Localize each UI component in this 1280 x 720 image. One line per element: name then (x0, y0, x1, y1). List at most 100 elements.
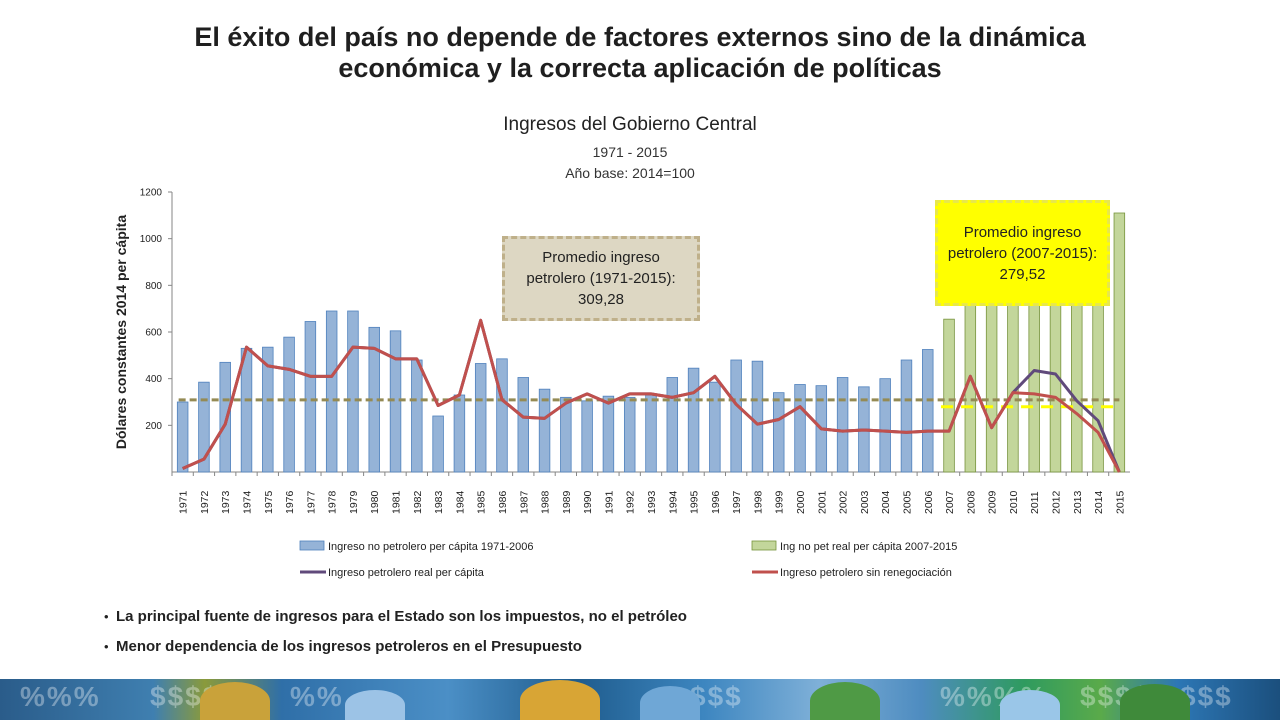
x-tick-label: 1985 (476, 490, 488, 514)
bar-ingreso-no-petrolero (304, 321, 317, 473)
y-tick-label: 1200 (140, 188, 163, 199)
bar-ingreso-no-petrolero (836, 377, 849, 473)
x-tick-label: 2012 (1050, 490, 1062, 514)
x-tick-label: 1975 (263, 490, 275, 514)
footer-symbol-text: %% (290, 681, 344, 712)
bar-ingreso-no-petrolero (453, 394, 466, 473)
x-tick-label: 2000 (795, 490, 807, 514)
x-tick-label: 2015 (1114, 490, 1126, 514)
x-tick-label: 1997 (731, 490, 743, 514)
bar-ingreso-no-petrolero (176, 401, 189, 473)
x-tick-label: 2010 (1008, 490, 1020, 514)
slide-title: El éxito del país no depende de factores… (120, 22, 1160, 84)
x-tick-label: 1981 (391, 490, 403, 514)
bar-ingreso-no-petrolero (773, 392, 785, 473)
bar-ingreso-no-petrolero (879, 378, 891, 473)
footer-figure-shape (1000, 690, 1060, 720)
x-tick-label: 1984 (454, 490, 466, 514)
x-tick-label: 1992 (625, 490, 637, 514)
callout-average-2007-2015-text: Promedio ingreso petrolero (2007-2015): … (947, 223, 1098, 283)
bar-ingreso-no-petrolero (581, 400, 593, 473)
bar-ingreso-no-petrolero (347, 310, 359, 473)
bar-ingreso-no-petrolero (687, 367, 700, 473)
bar-ingreso-no-petrolero (219, 361, 231, 473)
x-tick-label: 1980 (369, 490, 381, 514)
x-tick-label: 1998 (752, 490, 764, 514)
bar-ingreso-no-petrolero (325, 310, 338, 473)
bar-ingreso-no-petrolero (240, 347, 253, 473)
x-tick-label: 1993 (646, 490, 658, 514)
x-tick-label: 1973 (220, 490, 232, 514)
chart-title: Ingresos del Gobierno Central (503, 114, 757, 135)
x-tick-label: 2003 (859, 490, 871, 514)
x-tick-label: 1974 (242, 490, 254, 514)
x-tick-label: 2011 (1029, 491, 1041, 514)
x-tick-label: 1996 (710, 490, 722, 514)
x-tick-label: 2006 (923, 490, 935, 514)
y-tick-label: 800 (145, 281, 162, 292)
bar-ingreso-no-petrolero (389, 330, 402, 473)
footer-decorative-band: $$$$%% $$$%%%% $$$$ $$$%%% (0, 679, 1280, 720)
x-tick-label: 1999 (774, 490, 786, 514)
y-tick-label: 200 (145, 421, 162, 432)
x-tick-label: 1986 (497, 490, 509, 514)
y-tick-label: 600 (145, 328, 162, 339)
x-tick-label: 1994 (667, 490, 679, 514)
bar-ingreso-no-petrolero (474, 363, 487, 473)
x-tick-label: 1979 (348, 490, 360, 514)
x-tick-label: 2002 (838, 490, 850, 514)
legend-label: Ingreso no petrolero per cápita 1971-200… (328, 541, 533, 553)
bullet-item: La principal fuente de ingresos para el … (104, 605, 1004, 635)
footer-figure-shape (345, 690, 405, 720)
x-tick-label: 2009 (987, 490, 999, 514)
bar-ing-no-pet-2007-2015 (1007, 280, 1019, 473)
footer-figure-shape (1120, 684, 1190, 720)
callout-average-2007-2015: Promedio ingreso petrolero (2007-2015): … (935, 200, 1110, 306)
legend-label: Ingreso petrolero real per cápita (328, 567, 485, 579)
y-tick-label: 1000 (140, 234, 163, 245)
callout-average-1971-2015-text: Promedio ingreso petrolero (1971-2015): … (526, 249, 676, 308)
bar-ingreso-no-petrolero (751, 360, 764, 473)
x-tick-label: 2007 (944, 490, 956, 514)
chart-area: 200 400 600 800 1000 1200 Dólares constantes 2… (113, 188, 1130, 579)
x-tick-label: 1978 (327, 490, 339, 514)
legend-swatch (299, 540, 325, 551)
x-tick-label: 1991 (603, 490, 615, 514)
bar-ingreso-no-petrolero (900, 359, 913, 473)
bar-ingreso-no-petrolero (517, 377, 529, 473)
bar-ingreso-no-petrolero (198, 381, 210, 473)
x-tick-label: 1987 (518, 490, 530, 514)
bullet-list: La principal fuente de ingresos para el … (104, 605, 1004, 665)
bar-ing-no-pet-2007-2015 (1113, 212, 1126, 473)
bar-ingreso-no-petrolero (922, 349, 934, 473)
bar-ingreso-no-petrolero (560, 396, 572, 473)
x-tick-label: 1995 (689, 490, 701, 514)
bullet-item: Menor dependencia de los ingresos petrol… (104, 635, 1004, 665)
x-tick-label: 2014 (1093, 490, 1105, 514)
x-tick-label: 1988 (540, 490, 552, 514)
x-tick-label: 1989 (561, 490, 573, 514)
bar-ingreso-no-petrolero (730, 359, 742, 473)
bar-ingreso-no-petrolero (538, 388, 551, 473)
footer-figure-shape (200, 682, 270, 720)
x-tick-label: 1982 (412, 490, 424, 514)
line-ingreso-petrolero-sin-renegociacion (182, 318, 1121, 473)
slide-title-line-1: El éxito del país no depende de factores… (194, 22, 1086, 52)
slide-title-line-2: económica y la correcta aplicación de po… (338, 53, 942, 83)
x-tick-label: 1977 (305, 490, 317, 514)
bar-ingreso-no-petrolero (645, 394, 657, 473)
bar-ingreso-no-petrolero (496, 358, 508, 473)
y-axis-label: Dólares constantes 2014 per cápita (113, 215, 129, 449)
x-tick-label: 2013 (1072, 490, 1084, 514)
x-tick-label: 1972 (199, 490, 211, 514)
footer-figure-shape (520, 680, 600, 720)
x-tick-label: 1971 (178, 490, 190, 514)
legend-swatch (751, 540, 777, 551)
x-tick-label: 1983 (433, 490, 445, 514)
x-tick-label: 2005 (901, 490, 913, 514)
y-tick-label: 400 (145, 374, 162, 385)
footer-figure-shape (810, 682, 880, 720)
footer-symbol-text: %%% (20, 681, 101, 712)
legend-label: Ingreso petrolero sin renegociación (780, 567, 952, 579)
x-tick-label: 2004 (880, 490, 892, 514)
